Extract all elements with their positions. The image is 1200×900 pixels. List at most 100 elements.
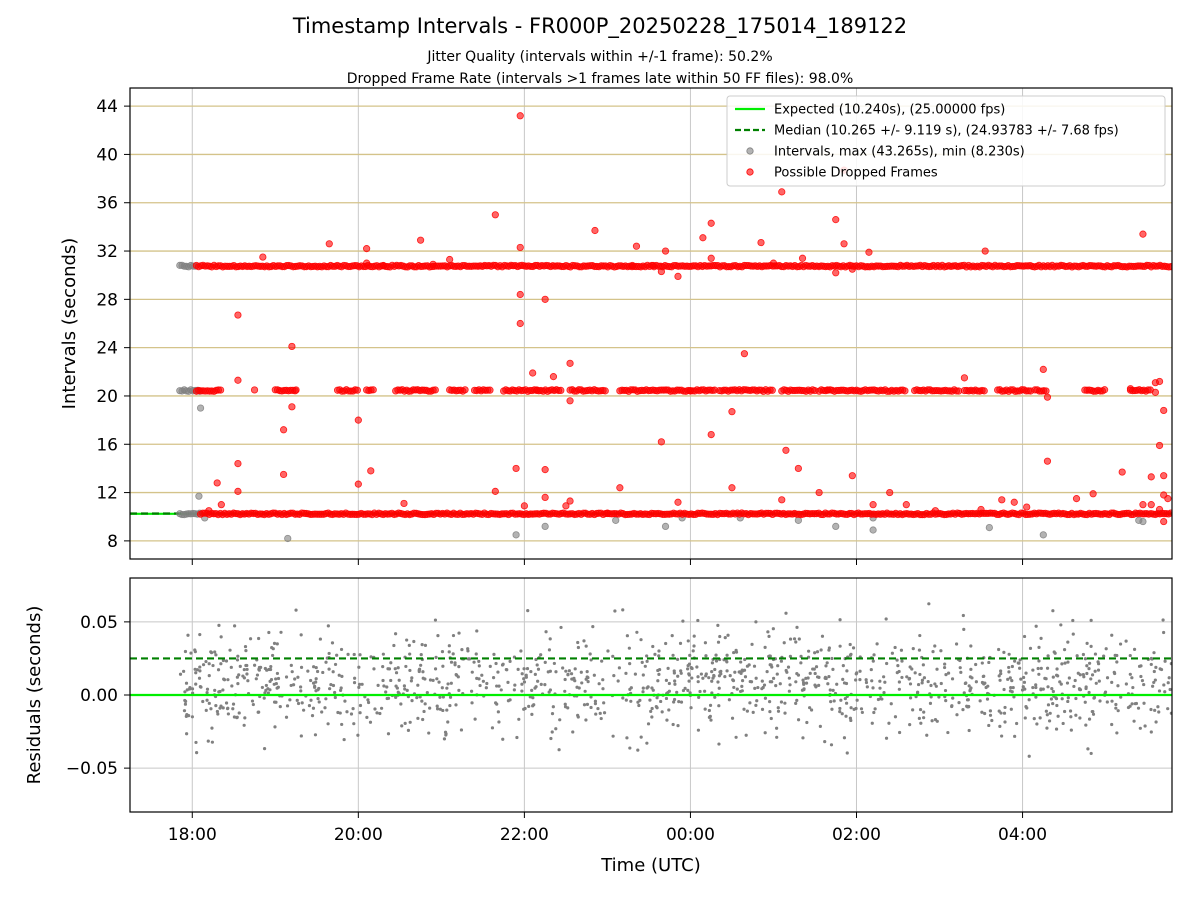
residual-point (1054, 697, 1059, 701)
residual-point (1115, 653, 1119, 658)
residual-point (919, 721, 923, 725)
residual-point (535, 663, 539, 667)
residual-point (449, 660, 454, 664)
residual-point (564, 669, 568, 673)
residual-point (961, 708, 965, 712)
residual-point (625, 634, 629, 638)
residual-point (264, 683, 268, 688)
residual-point (858, 678, 862, 682)
residual-point (593, 702, 598, 706)
residual-point (969, 686, 973, 690)
residual-point (573, 667, 577, 671)
residual-point (284, 715, 289, 719)
residual-point (1039, 666, 1043, 670)
residual-point (585, 669, 589, 674)
residual-point (946, 671, 951, 675)
residual-point (944, 672, 948, 677)
residual-point (807, 649, 811, 653)
residuals-y-tick-label: 0.00 (80, 686, 118, 706)
residual-point (813, 671, 817, 676)
residual-point (1024, 671, 1028, 675)
dropped-frame-point (1167, 263, 1172, 271)
residual-point (1077, 687, 1082, 691)
dropped-frame-point (661, 247, 670, 255)
residual-point (1020, 688, 1025, 692)
residual-point (775, 672, 779, 676)
residual-point (434, 655, 438, 660)
residual-point (1119, 695, 1123, 699)
residual-point (314, 689, 318, 693)
residual-point (1039, 636, 1043, 640)
residual-point (194, 682, 198, 686)
dropped-frame-point (699, 234, 707, 242)
residual-point (360, 682, 364, 686)
residual-point (589, 705, 593, 710)
residual-point (226, 678, 230, 682)
residual-point (1000, 734, 1004, 738)
dropped-frame-point (1089, 490, 1097, 498)
residual-point (403, 687, 407, 691)
residual-point (182, 669, 186, 673)
residual-point (769, 716, 773, 721)
residual-point (933, 644, 937, 648)
residual-point (998, 678, 1002, 682)
residual-point (962, 691, 966, 695)
legend-dropped-swatch (746, 168, 754, 176)
residual-point (1156, 705, 1160, 709)
residual-point (1162, 683, 1166, 687)
residual-point (1097, 679, 1101, 683)
legend-entry-label: Possible Dropped Frames (774, 166, 938, 181)
residual-point (718, 670, 722, 674)
residual-point (1143, 724, 1147, 728)
residual-point (235, 658, 240, 662)
residual-point (943, 662, 947, 666)
dropped-frame-point (798, 254, 807, 262)
residual-point (829, 700, 833, 704)
residual-point (707, 715, 712, 719)
residual-point (1103, 690, 1108, 694)
residual-point (522, 667, 526, 671)
residual-point (1088, 661, 1092, 665)
residual-point (771, 627, 775, 631)
residual-point (1074, 696, 1078, 701)
residual-point (548, 669, 552, 673)
dropped-frame-point (213, 479, 221, 487)
residual-point (204, 659, 208, 664)
residual-point (1002, 650, 1006, 655)
residual-point (1009, 686, 1013, 690)
residual-point (713, 695, 717, 699)
residual-point (1036, 666, 1040, 671)
dropped-frame-point (707, 431, 715, 439)
residual-point (944, 698, 948, 703)
residual-point (864, 680, 869, 685)
residual-point (745, 709, 749, 713)
residual-point (1021, 675, 1026, 680)
series-dropped-frames (192, 112, 1172, 526)
dropped-frame-point (769, 259, 778, 267)
residual-point (683, 686, 687, 690)
residual-point (331, 670, 335, 674)
residual-point (219, 662, 223, 666)
residual-point (435, 704, 439, 708)
residual-point (1081, 652, 1086, 657)
residual-point (393, 667, 397, 671)
residual-point (205, 698, 209, 702)
residual-point (559, 625, 563, 630)
dropped-frame-point (234, 376, 242, 384)
residual-point (561, 666, 565, 670)
residual-point (1139, 664, 1143, 668)
residual-point (224, 659, 229, 663)
residual-point (1059, 682, 1063, 686)
residual-point (917, 648, 922, 652)
residual-point (248, 637, 253, 641)
residual-point (199, 685, 203, 689)
residual-point (1054, 727, 1059, 731)
residual-point (420, 643, 424, 647)
time-x-tick-label: 20:00 (334, 825, 383, 845)
residual-point (740, 684, 744, 689)
residual-point (481, 679, 485, 683)
residual-point (1093, 669, 1097, 673)
residual-point (453, 663, 457, 667)
intervals-y-tick-label: 16 (96, 435, 118, 455)
residual-point (870, 721, 874, 725)
